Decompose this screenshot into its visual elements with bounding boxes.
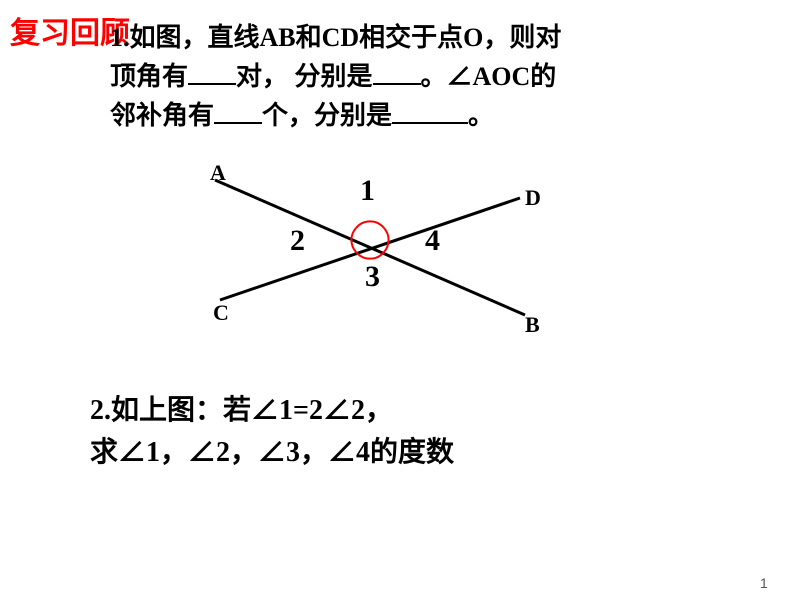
q1-l3-pre: 邻补角有: [110, 101, 214, 130]
blank-3: [214, 96, 262, 124]
label-d: D: [525, 185, 541, 211]
page-number: 1: [760, 575, 768, 591]
label-c: C: [213, 300, 229, 326]
label-a: A: [210, 160, 226, 186]
q1-line3: 邻补角有 个，分别是 。: [110, 96, 750, 135]
q1-l3-post: 。: [468, 101, 494, 130]
label-angle-2: 2: [290, 224, 305, 258]
arc-top: [356, 221, 384, 228]
label-angle-3: 3: [365, 260, 380, 294]
label-b: B: [525, 312, 540, 338]
question-1: 1.如图，直线AB和CD相交于点O，则对 顶角有 对， 分别是 。∠AOC的 邻补角…: [110, 18, 750, 135]
q1-line1: 1.如图，直线AB和CD相交于点O，则对: [110, 18, 750, 57]
q2-line1: 2.如上图：若∠1=2∠2，: [90, 390, 730, 432]
q1-l3-mid: 个，分别是: [262, 101, 392, 130]
q2-line2: 求∠1，∠2，∠3，∠4的度数: [90, 432, 730, 474]
blank-4: [392, 96, 468, 124]
arc-right: [384, 228, 389, 252]
slide: 复习回顾 1.如图，直线AB和CD相交于点O，则对 顶角有对， 分别是。∠AOC…: [0, 0, 800, 600]
blank-1: [188, 57, 236, 85]
q1-l2-mid: 对， 分别是: [236, 62, 373, 91]
q1-line2: 顶角有 对， 分别是 。∠AOC的: [110, 57, 750, 96]
q1-l2-pre: 顶角有: [110, 62, 188, 91]
q1-l1-text: 1.如图，直线AB和CD相交于点O，则对: [110, 23, 561, 52]
q1-l2-post: 。∠AOC的: [421, 62, 557, 91]
label-angle-1: 1: [360, 174, 375, 208]
label-angle-4: 4: [425, 224, 440, 258]
question-2: 2.如上图：若∠1=2∠2， 求∠1，∠2，∠3，∠4的度数: [90, 390, 730, 474]
blank-2: [373, 57, 421, 85]
intersecting-lines-diagram: A D C B 1 2 3 4: [180, 150, 560, 340]
